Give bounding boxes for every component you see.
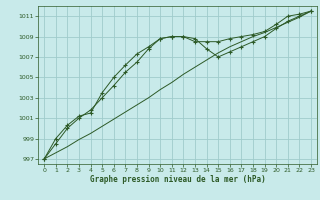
X-axis label: Graphe pression niveau de la mer (hPa): Graphe pression niveau de la mer (hPa) <box>90 175 266 184</box>
